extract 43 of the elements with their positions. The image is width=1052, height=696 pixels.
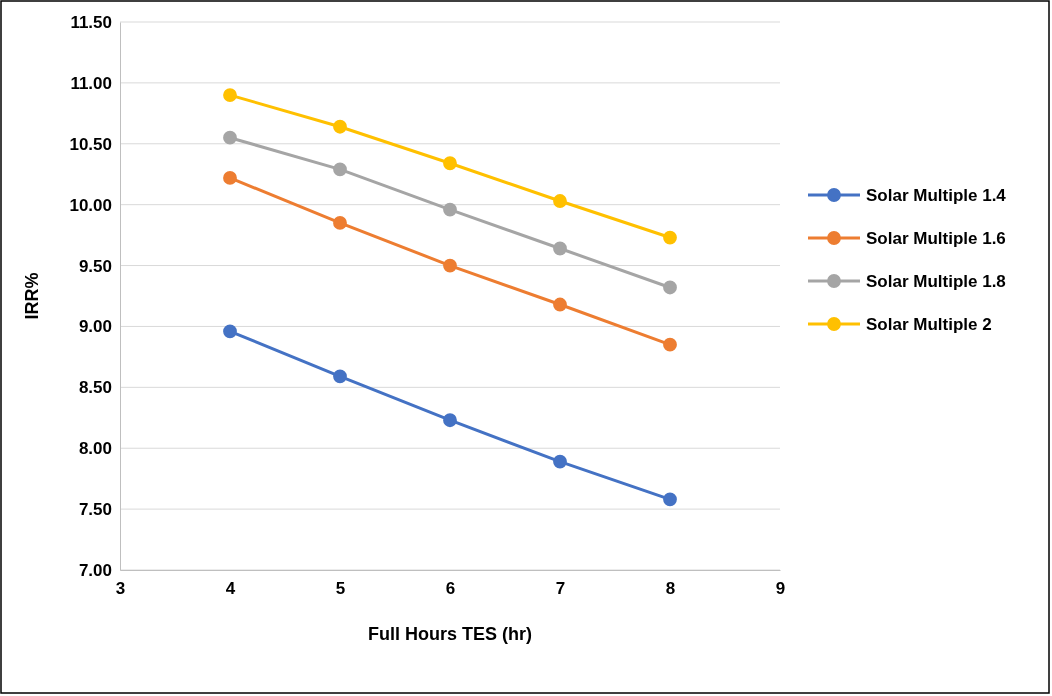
y-tick-label: 11.50 bbox=[70, 12, 112, 32]
point bbox=[223, 170, 237, 185]
x-tick-label: 4 bbox=[225, 579, 236, 599]
point bbox=[553, 194, 567, 208]
x-tick-label: 6 bbox=[445, 579, 456, 599]
point bbox=[333, 119, 347, 134]
x-axis-title: Full Hours TES (hr) bbox=[368, 624, 532, 644]
point bbox=[223, 130, 237, 145]
y-tick-label: 8.00 bbox=[78, 439, 112, 459]
legend-label: Solar Multiple 1.6 bbox=[866, 229, 1006, 248]
point bbox=[443, 258, 457, 273]
point bbox=[553, 297, 567, 312]
point bbox=[443, 156, 457, 171]
y-tick-label: 10.50 bbox=[69, 134, 112, 154]
y-tick-label: 7.00 bbox=[78, 560, 112, 580]
y-tick-label: 7.50 bbox=[78, 500, 112, 520]
y-tick-label: 10.00 bbox=[69, 195, 112, 215]
y-tick-label: 9.50 bbox=[78, 256, 112, 276]
x-tick-label: 5 bbox=[335, 579, 346, 599]
point bbox=[223, 324, 237, 339]
point bbox=[333, 216, 347, 230]
point bbox=[333, 162, 347, 177]
x-tick-label: 7 bbox=[555, 579, 566, 599]
y-tick-label: 8.50 bbox=[78, 378, 112, 398]
legend-label: Solar Multiple 1.4 bbox=[866, 186, 1007, 205]
point bbox=[663, 230, 677, 245]
y-axis-title: IRR% bbox=[22, 272, 42, 320]
point bbox=[553, 454, 567, 469]
point bbox=[223, 88, 237, 102]
point bbox=[553, 241, 567, 256]
y-tick-label: 9.00 bbox=[78, 317, 112, 337]
point bbox=[663, 337, 677, 352]
x-tick-label: 3 bbox=[115, 579, 126, 599]
point bbox=[333, 369, 347, 384]
point bbox=[663, 492, 677, 507]
point bbox=[443, 202, 457, 217]
point bbox=[443, 413, 457, 428]
legend-label: Solar Multiple 2 bbox=[866, 315, 992, 334]
point bbox=[663, 280, 677, 295]
y-tick-label: 11.00 bbox=[70, 73, 112, 93]
legend-label: Solar Multiple 1.8 bbox=[866, 272, 1006, 291]
x-tick-label: 8 bbox=[665, 579, 676, 599]
x-tick-label: 9 bbox=[775, 579, 786, 599]
